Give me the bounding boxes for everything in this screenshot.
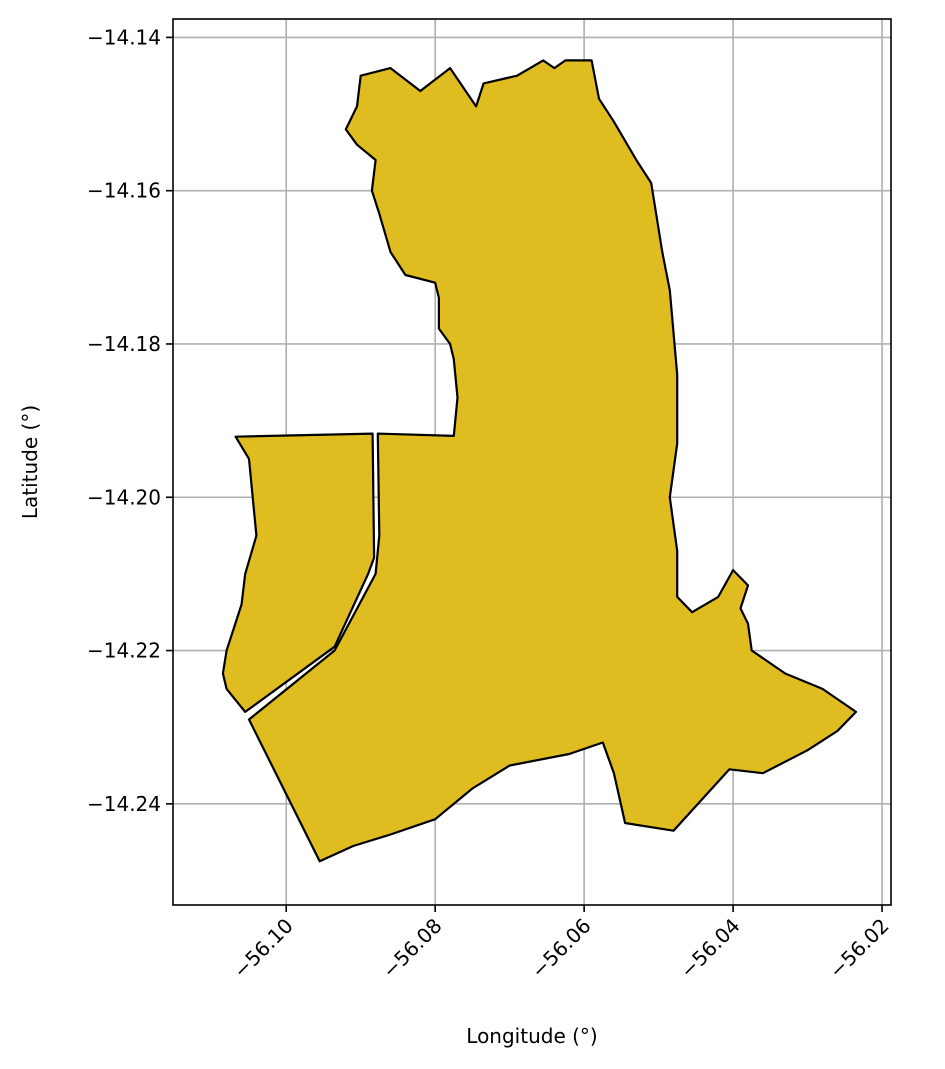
y-axis-ticks: −14.14 −14.16 −14.18 −14.20 −14.22 −14.24 (87, 25, 173, 816)
map-regions (221, 59, 858, 863)
y-axis-label: Latitude (°) (18, 405, 42, 519)
x-tick-label: −56.08 (377, 914, 446, 983)
x-axis-ticks: −56.10 −56.08 −56.06 −56.04 −56.02 (228, 905, 894, 983)
x-tick-label: −56.04 (675, 914, 744, 983)
x-tick-label: −56.06 (526, 914, 595, 983)
region-west-strip (221, 432, 376, 714)
y-tick-label: −14.20 (87, 485, 161, 509)
x-axis-label: Longitude (°) (466, 1024, 597, 1048)
plot-frame (172, 18, 892, 906)
y-tick-label: −14.24 (87, 792, 161, 816)
x-tick-label: −56.10 (228, 914, 297, 983)
region-main-district (247, 59, 858, 863)
y-tick-label: −14.14 (87, 25, 161, 49)
y-tick-label: −14.18 (87, 332, 161, 356)
y-tick-label: −14.16 (87, 179, 161, 203)
y-tick-label: −14.22 (87, 639, 161, 663)
x-tick-label: −56.02 (824, 914, 893, 983)
